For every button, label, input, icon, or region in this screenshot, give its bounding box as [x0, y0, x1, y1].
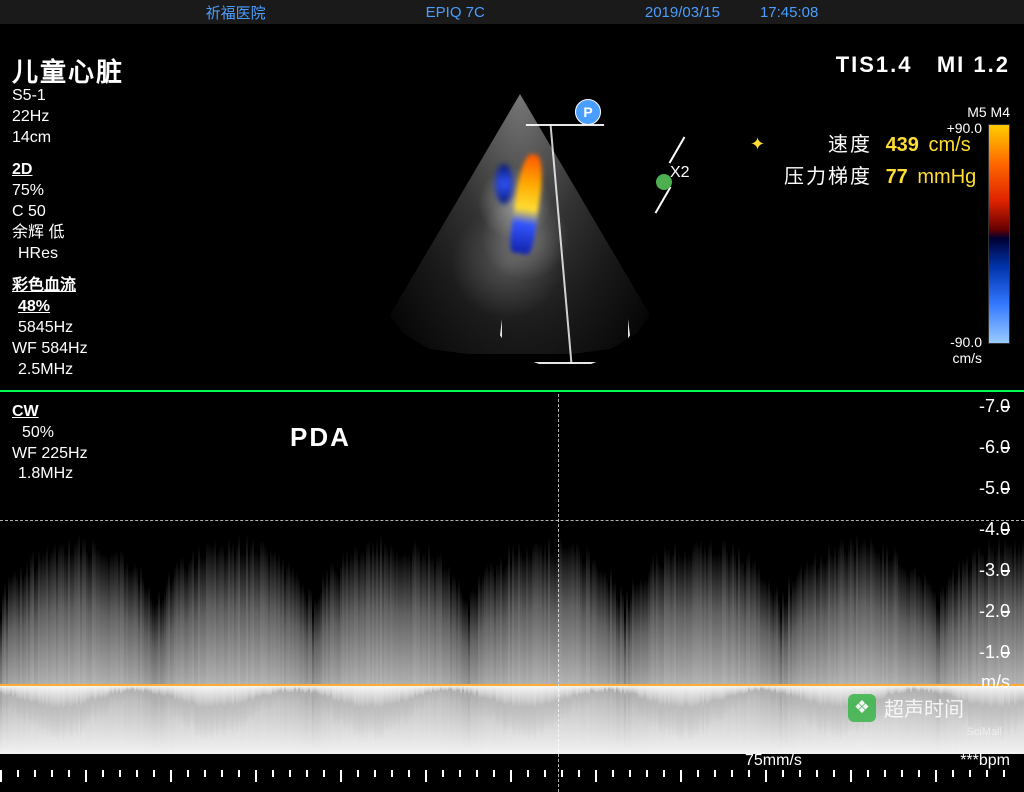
acoustic-indices: TIS1.4 MI 1.2	[836, 52, 1010, 78]
depth: 14cm	[12, 128, 88, 149]
cf-freq: 2.5MHz	[12, 360, 88, 381]
scimall-text: SciMall	[967, 726, 1002, 738]
colorbar-bottom: -90.0 cm/s	[950, 334, 982, 366]
mode-2d-section: 2D 75% C 50 余辉 低 HRes	[12, 160, 88, 264]
left-parameters: S5-1 22Hz 14cm 2D 75% C 50 余辉 低 HRes 彩色血…	[12, 86, 88, 392]
velocity-colorbar	[988, 124, 1010, 344]
wechat-icon: ❖	[848, 694, 876, 722]
heart-rate: ***bpm	[960, 752, 1010, 770]
sector-ultrasound-view[interactable]: P X2	[330, 64, 710, 384]
header-bar: 祈福医院 EPIQ 7C 2019/03/15 17:45:08	[0, 0, 1024, 24]
vel-unit: m/s	[981, 672, 1010, 693]
colorbar-top: +90.0	[947, 120, 982, 136]
color-doppler-blue	[495, 164, 513, 204]
exam-date: 2019/03/15	[645, 4, 720, 21]
mode-2d-title: 2D	[12, 160, 88, 181]
exam-time: 17:45:08	[760, 4, 818, 21]
zoom-label: X2	[670, 164, 690, 182]
sweep-speed: 75mm/s	[745, 752, 802, 770]
color-flow-title: 彩色血流	[12, 276, 88, 297]
gradient-value: 77	[886, 166, 908, 188]
gradient-row: 压力梯度 77 mmHg	[780, 161, 976, 193]
probe-section: S5-1 22Hz 14cm	[12, 86, 88, 148]
caliper-vertical[interactable]	[558, 394, 559, 792]
color-flow-section: 彩色血流 48% 5845Hz WF 584Hz 2.5MHz	[12, 276, 88, 380]
gradient-label: 压力梯度	[780, 161, 872, 193]
caliper-icon: ✦	[750, 134, 765, 155]
measurement-panel: 速度 439 cm/s 压力梯度 77 mmHg	[780, 129, 976, 193]
velocity-value: 439	[886, 134, 919, 156]
hospital-name: 祈福医院	[206, 2, 266, 23]
cf-wf: WF 584Hz	[12, 339, 88, 360]
system-name: EPIQ 7C	[426, 4, 485, 21]
transducer: S5-1	[12, 86, 88, 107]
cf-prf: 5845Hz	[12, 318, 88, 339]
zoom-caliper-bottom	[655, 187, 672, 214]
main-view: 儿童心脏 TIS1.4 MI 1.2 S5-1 22Hz 14cm 2D 75%…	[0, 24, 1024, 768]
velocity-unit: cm/s	[929, 134, 971, 156]
doppler-panel[interactable]: -7.0-6.0-5.0-4.0-3.0-2.0-1.0m/s 75mm/s *…	[0, 394, 1024, 792]
mi-value: MI 1.2	[937, 52, 1010, 77]
2d-persistence: 余辉 低	[12, 223, 88, 244]
2d-compression: C 50	[12, 202, 88, 223]
velocity-label: 速度	[780, 129, 872, 161]
frame-rate: 22Hz	[12, 107, 88, 128]
2d-res: HRes	[12, 244, 88, 265]
source-watermark: ❖ 超声时间	[848, 693, 964, 722]
tis-value: TIS1.4	[836, 52, 913, 77]
colorbar-mode: M5 M4	[967, 104, 1010, 120]
orientation-marker: P	[575, 99, 601, 125]
2d-gain: 75%	[12, 181, 88, 202]
doppler-baseline[interactable]	[0, 684, 1024, 686]
caliper-horizontal[interactable]	[0, 520, 1024, 521]
cf-gain: 48%	[12, 297, 88, 318]
exam-title: 儿童心脏	[12, 52, 124, 89]
ecg-line	[0, 390, 1024, 392]
time-axis-ticks	[0, 770, 1024, 782]
gradient-unit: mmHg	[917, 166, 976, 188]
zoom-caliper-top	[669, 137, 686, 164]
watermark-text: 超声时间	[884, 693, 964, 722]
